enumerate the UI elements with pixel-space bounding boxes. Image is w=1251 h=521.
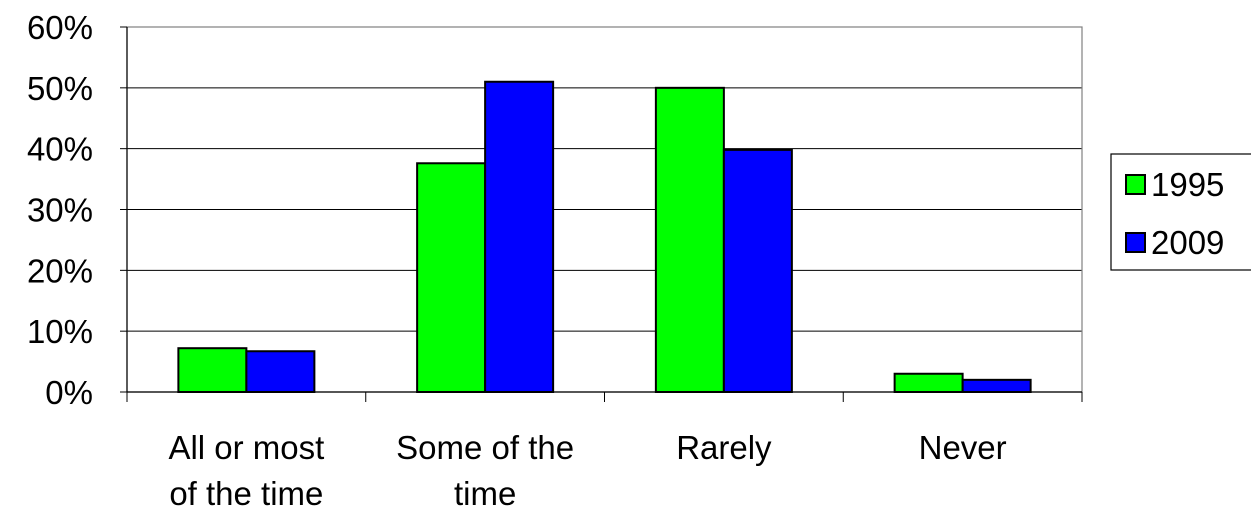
y-tick-label: 40% bbox=[27, 131, 93, 168]
legend: 1995 2009 bbox=[1110, 153, 1251, 271]
y-tick-label: 50% bbox=[27, 70, 93, 107]
legend-label-2009: 2009 bbox=[1151, 224, 1224, 261]
legend-box bbox=[1110, 153, 1251, 271]
x-axis-tick-labels: All or most of the time Some of the time Rar… bbox=[168, 429, 1006, 512]
y-tick-label: 0% bbox=[45, 374, 93, 411]
x-tick-label: All or most bbox=[168, 429, 324, 466]
y-tick-label: 60% bbox=[27, 9, 93, 46]
bar-1995-2 bbox=[654, 86, 725, 393]
x-tick-label: time bbox=[454, 475, 516, 512]
bar-2009-3 bbox=[961, 378, 1032, 394]
y-axis-tick-labels: 0% 10% 20% 30% 40% 50% 60% bbox=[27, 9, 93, 411]
x-tick-label: Never bbox=[919, 429, 1007, 466]
y-tick-label: 10% bbox=[27, 313, 93, 350]
bar-2009-2 bbox=[722, 148, 793, 393]
bar-2009-0 bbox=[245, 350, 316, 394]
legend-swatch-2009 bbox=[1125, 232, 1146, 253]
bar-1995-3 bbox=[893, 372, 964, 393]
y-tick-label: 20% bbox=[27, 252, 93, 289]
x-tick-label: Rarely bbox=[676, 429, 772, 466]
x-tick-label: of the time bbox=[169, 475, 323, 512]
legend-swatch-1995 bbox=[1125, 174, 1146, 195]
bars bbox=[177, 80, 1032, 394]
bar-1995-0 bbox=[177, 347, 248, 394]
bar-1995-1 bbox=[416, 162, 487, 393]
legend-label-1995: 1995 bbox=[1151, 166, 1224, 203]
bar-2009-1 bbox=[484, 80, 555, 393]
y-tick-label: 30% bbox=[27, 192, 93, 229]
gridlines bbox=[127, 26, 1082, 332]
x-tick-label: Some of the bbox=[396, 429, 574, 466]
axes bbox=[120, 26, 1083, 402]
